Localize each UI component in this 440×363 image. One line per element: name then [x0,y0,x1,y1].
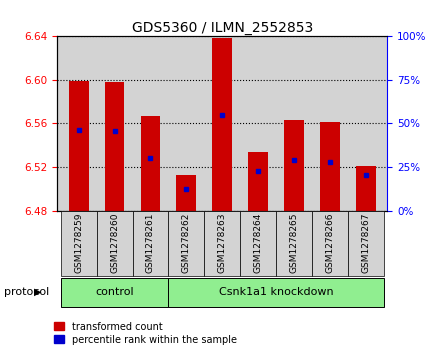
Bar [204,211,240,276]
Text: GSM1278262: GSM1278262 [182,213,191,273]
Text: GSM1278259: GSM1278259 [74,213,83,273]
Bar [69,81,88,211]
Bar [213,38,232,211]
Text: ▶: ▶ [33,287,41,297]
Text: control: control [95,287,134,297]
Text: Csnk1a1 knockdown: Csnk1a1 knockdown [219,287,334,297]
Text: GSM1278265: GSM1278265 [290,213,298,273]
Bar [248,152,268,211]
FancyBboxPatch shape [61,277,169,307]
Bar [97,211,132,276]
Bar [312,211,348,276]
Bar [61,211,97,276]
Bar [356,166,376,211]
Bar [284,120,304,211]
Bar [132,211,169,276]
Bar [176,175,196,211]
Text: GSM1278266: GSM1278266 [325,213,334,273]
Bar [276,211,312,276]
Text: GSM1278267: GSM1278267 [361,213,370,273]
Bar [105,82,125,211]
Text: protocol: protocol [4,287,50,297]
Bar [320,122,340,211]
FancyBboxPatch shape [169,277,384,307]
Legend: transformed count, percentile rank within the sample: transformed count, percentile rank withi… [53,321,238,346]
Text: GSM1278264: GSM1278264 [253,213,263,273]
Title: GDS5360 / ILMN_2552853: GDS5360 / ILMN_2552853 [132,21,313,35]
Text: GSM1278260: GSM1278260 [110,213,119,273]
Text: GSM1278261: GSM1278261 [146,213,155,273]
Bar [348,211,384,276]
Text: GSM1278263: GSM1278263 [218,213,227,273]
Bar [141,116,160,211]
Bar [240,211,276,276]
Bar [169,211,204,276]
